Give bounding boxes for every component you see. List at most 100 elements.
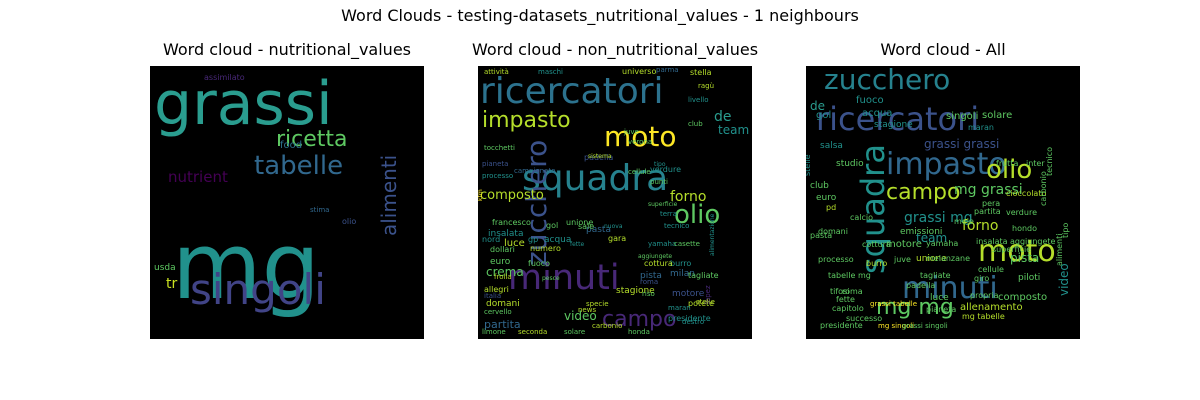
cloud-word: ricetta [276, 127, 348, 152]
cloud-word: tagliate [688, 271, 719, 280]
cloud-word: cervello [484, 308, 512, 316]
cloud-word: casette [674, 240, 700, 248]
cloud-word: grassi grassi [924, 137, 999, 151]
cloud-word: nutrient [168, 168, 228, 186]
cloud-word: tifosi [830, 287, 849, 296]
cloud-word: ricercatori [480, 71, 664, 112]
cloud-word: honda [628, 328, 650, 336]
cloud-word: usda [154, 263, 176, 273]
cloud-word: de [810, 99, 825, 113]
cloud-word: moto [604, 120, 677, 153]
cloud-word: studio [836, 159, 864, 169]
cloud-word: mg tabelle [962, 312, 1005, 321]
cloud-word: successo [846, 314, 882, 323]
cloud-word: verona [628, 138, 652, 146]
cloud-word: padella [906, 281, 935, 290]
cloud-word: lopez [704, 285, 712, 304]
cloud-word: emissioni [900, 227, 942, 237]
cloud-word: club [688, 120, 703, 128]
cloud-word: cellule [628, 168, 651, 176]
cloud-word: video [1057, 263, 1071, 296]
cloud-word: zucchero [824, 66, 950, 96]
cloud-word: composto [998, 292, 1047, 303]
cloud-word: fuoco [856, 95, 884, 106]
cloud-word: motore [672, 289, 705, 299]
cloud-word: universo [622, 67, 656, 76]
cloud-word: nuova [604, 223, 623, 230]
cloud-word: juve [623, 128, 639, 136]
cloud-word: hondo [1012, 224, 1037, 233]
cloud-word: club [810, 181, 829, 191]
cloud-word: limone [482, 328, 506, 336]
cloud-word: acqua [544, 235, 571, 245]
cloud-word: motore [886, 239, 922, 250]
cloud-word: pianeta [926, 305, 956, 314]
panel-title-all: Word cloud - All [880, 40, 1006, 59]
cloud-word: sale [578, 222, 594, 231]
cloud-word: melanzane [926, 254, 970, 263]
cloud-word: insalata [976, 237, 1008, 246]
cloud-word: capitolo [832, 304, 864, 313]
cloud-word: juve [893, 255, 911, 264]
cloud-word: livello [688, 96, 709, 104]
cloud-word: food [280, 140, 302, 151]
cloud-word: minuti [508, 258, 620, 298]
cloud-word: roma [842, 287, 863, 296]
cloud-word: carbonio [1039, 171, 1048, 206]
cloud-word: punti [650, 178, 668, 186]
cloud-word: zucchero [520, 140, 553, 266]
cloud-word: maschi [538, 68, 563, 76]
cloud-word: alimenti [1055, 234, 1064, 267]
cloud-word: italia [484, 292, 501, 300]
cloud-word: parma [656, 66, 679, 74]
cloud-word: partita [974, 207, 1001, 216]
cloud-word: allegri [484, 285, 509, 294]
cloud-word: mg singoli [878, 322, 914, 330]
cloud-word: olio [986, 155, 1032, 185]
cloud-word: acqua [862, 108, 892, 119]
cloud-word: insalata [488, 229, 523, 239]
cloud-word: allenamento [960, 302, 1023, 313]
cloud-word: domani [486, 299, 520, 309]
cloud-word: grassi tabelle [870, 300, 917, 308]
cloud-word: news [578, 306, 596, 314]
cloud-word: tr [166, 276, 177, 292]
cloud-word: mg grassi [954, 182, 1023, 198]
cloud-word: processo [818, 255, 854, 264]
cloud-word: pista [640, 271, 662, 281]
cloud-word: moto [978, 234, 1056, 269]
cloud-word: grassi [154, 69, 333, 139]
cloud-word: ragù [698, 82, 714, 90]
cloud-word: singoli [946, 111, 978, 122]
cloud-word: ktm [478, 189, 484, 201]
cloud-word: stella [690, 68, 712, 77]
cloud-word: grassi singoli [902, 322, 948, 330]
cloud-word: salsa [820, 141, 843, 151]
cloud-word: burro [670, 259, 691, 268]
cloud-word: tabelle [254, 151, 343, 181]
cloud-word: fette [836, 295, 855, 304]
cloud-word: pera [982, 199, 1000, 208]
cloud-word: yamaha [648, 240, 676, 248]
cloud-word: seconda [518, 328, 547, 336]
cloud-word: fette [570, 241, 585, 248]
cloud-word: aggiungete [1010, 237, 1056, 246]
cloud-word: luce [504, 238, 525, 249]
cloud-word: video [564, 309, 597, 323]
cloud-word: pista [1010, 251, 1039, 265]
cloud-word: padella [584, 153, 613, 162]
cloud-word: euro [490, 257, 511, 267]
cloud-word: gara [608, 234, 626, 243]
cloud-word: ricercatori [816, 100, 979, 138]
cloud-word: pasta [810, 231, 832, 240]
cloud-word: cottura [862, 240, 891, 249]
cloud-word: alimenti [377, 155, 401, 236]
cloud-word: impasto [482, 108, 571, 133]
cloud-word: impasto [886, 147, 1007, 182]
cloud-word: maran [668, 304, 691, 312]
cloud-word: sistema [588, 153, 612, 160]
cloud-word: squadra [854, 144, 892, 274]
cloud-word: verdure [1006, 208, 1037, 217]
cloud-word: mele [954, 217, 974, 226]
